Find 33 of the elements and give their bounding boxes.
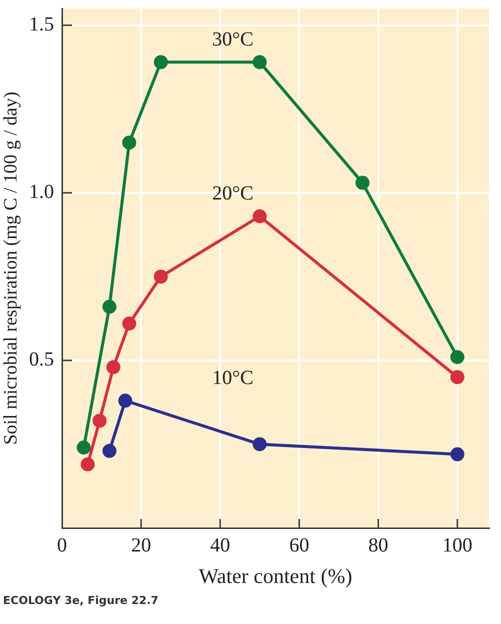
point	[122, 316, 136, 331]
x-tick-label: 20	[131, 534, 152, 556]
point	[118, 394, 132, 408]
point	[92, 414, 107, 428]
point	[80, 457, 95, 472]
series-label: 10°C	[212, 366, 254, 389]
x-tick-label: 40	[210, 534, 230, 556]
point	[450, 447, 464, 462]
y-axis-title: Soil microbial respiration (mg C / 100 g / day)	[0, 92, 22, 445]
series-label: 30°C	[212, 28, 254, 50]
text: ECOLOGY 3e, Figure 22.7	[3, 594, 158, 608]
y-tick-label: 1.5	[29, 14, 54, 36]
point	[355, 176, 370, 190]
x-tick-label: 100	[442, 534, 472, 556]
point	[450, 350, 464, 364]
series-label: 20°C	[212, 182, 254, 205]
point	[450, 370, 464, 384]
point	[252, 437, 267, 452]
x-axis-title: Water content (%)	[198, 564, 352, 588]
point	[252, 209, 267, 224]
y-tick-label: 0.5	[29, 348, 54, 371]
x-tick-label: 0	[57, 534, 67, 556]
point	[106, 360, 120, 374]
x-tick-label: 80	[368, 534, 388, 556]
point	[122, 136, 136, 150]
point	[154, 55, 168, 70]
point	[76, 440, 91, 455]
point	[252, 55, 267, 70]
x-tick-label: 60	[289, 534, 310, 556]
point	[102, 444, 116, 458]
y-tick-label: 1.0	[29, 181, 54, 204]
point	[102, 300, 116, 314]
point	[154, 270, 168, 284]
